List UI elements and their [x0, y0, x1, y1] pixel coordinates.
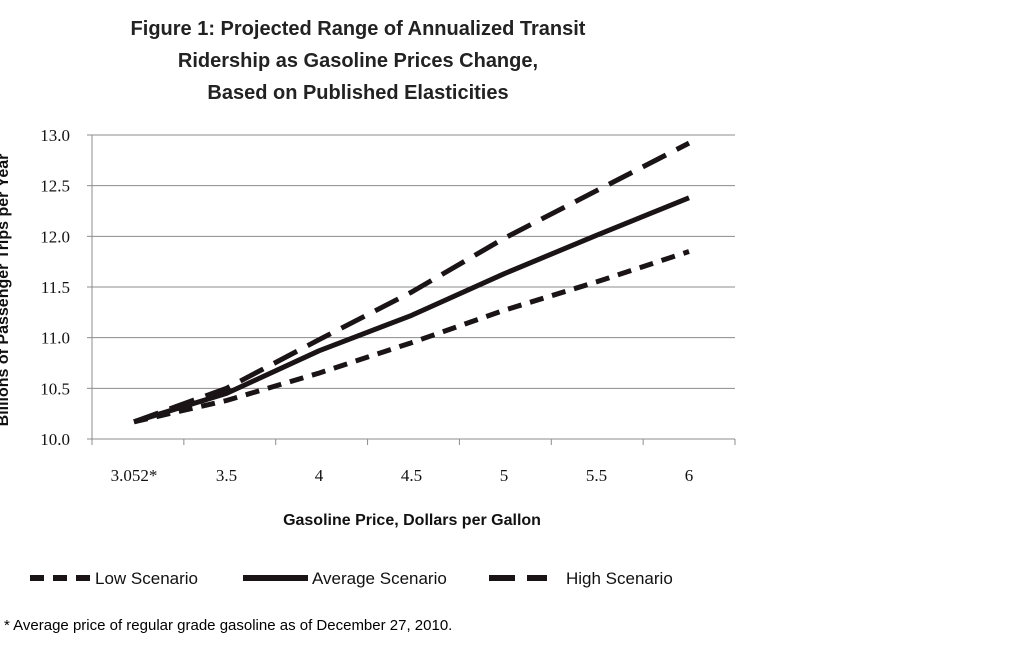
chart-title: Figure 1: Projected Range of Annualized … [131, 18, 586, 104]
x-tick-label: 4.5 [401, 466, 422, 485]
y-tick-label: 12.5 [40, 177, 70, 196]
series-line-2 [133, 140, 691, 425]
y-tick-label: 10.0 [40, 430, 70, 449]
x-axis-label: Gasoline Price, Dollars per Gallon [283, 512, 541, 529]
series-line-0 [133, 249, 690, 425]
axes [87, 134, 736, 445]
x-tick-label: 3.5 [216, 466, 237, 485]
legend-label: Low Scenario [95, 569, 198, 588]
gridlines [92, 134, 735, 389]
x-tick-label: 6 [685, 466, 694, 485]
legend: Low Scenario Average Scenario High Scenari… [30, 569, 673, 588]
legend-label: High Scenario [566, 569, 673, 588]
y-tick-label: 13.0 [40, 126, 70, 145]
y-tick-labels: 10.0 10.5 11.0 11.5 12.0 12.5 13.0 [40, 126, 70, 449]
y-tick-label: 11.5 [41, 278, 70, 297]
y-tick-label: 11.0 [41, 329, 70, 348]
y-tick-label: 12.0 [40, 227, 70, 246]
y-tick-label: 10.5 [40, 379, 70, 398]
chart-title-line-2: Ridership as Gasoline Prices Change, [178, 50, 538, 72]
series-lines [133, 140, 691, 425]
footnote: * Average price of regular grade gasolin… [4, 617, 452, 634]
x-tick-label: 3.052* [111, 466, 158, 485]
legend-label: Average Scenario [312, 569, 447, 588]
x-tick-label: 5 [500, 466, 509, 485]
series-line-1 [133, 195, 690, 425]
chart-title-line-3: Based on Published Elasticities [207, 82, 508, 104]
chart-title-line-1: Figure 1: Projected Range of Annualized … [131, 18, 586, 40]
y-axis-label: Billions of Passenger Trips per Year [0, 154, 12, 427]
x-tick-label: 5.5 [586, 466, 607, 485]
x-tick-label: 4 [315, 466, 324, 485]
x-tick-labels: 3.052* 3.5 4 4.5 5 5.5 6 [111, 466, 694, 485]
